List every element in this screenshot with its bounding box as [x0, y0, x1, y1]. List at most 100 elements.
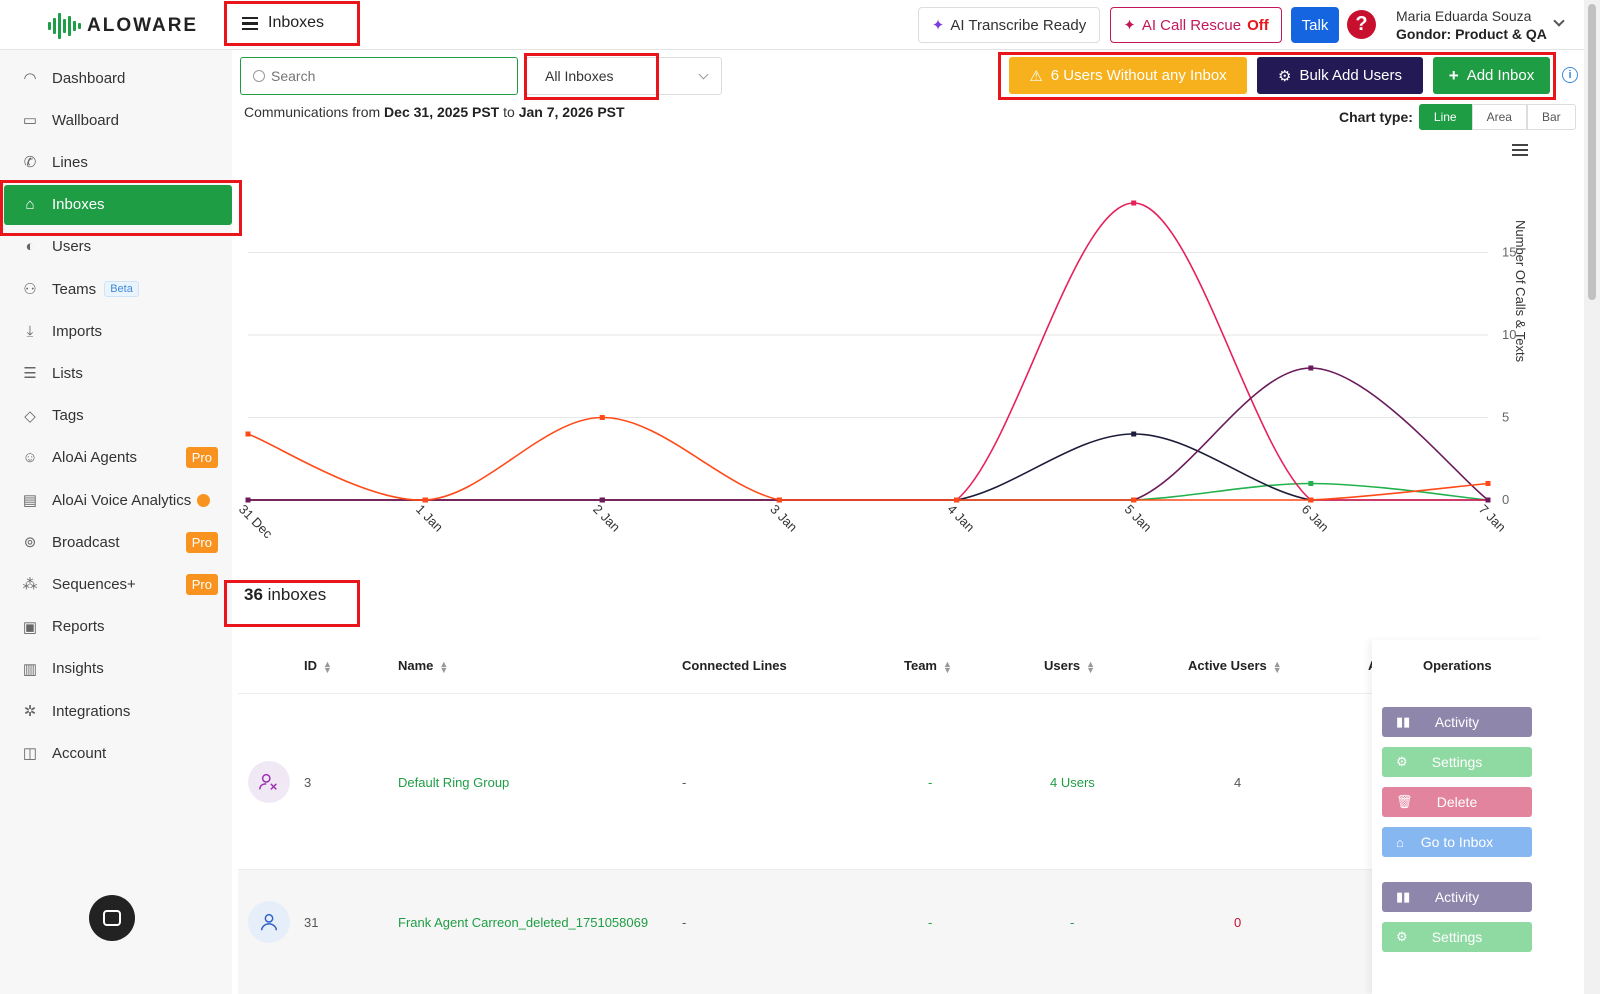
pro-badge: Pro: [185, 447, 218, 469]
activity-button[interactable]: ▮▮ Activity: [1382, 707, 1532, 737]
team-icon: ⚇: [23, 281, 37, 298]
ai-call-rescue-button[interactable]: ✦ AI Call Rescue Off: [1110, 7, 1282, 43]
chart-type-label: Chart type:: [1339, 109, 1413, 125]
gears-icon: ⚙: [1396, 929, 1408, 944]
communications-range: Communications from Dec 31, 2025 PST to …: [244, 104, 625, 120]
hamburger-icon: [242, 16, 258, 30]
talk-button[interactable]: Talk: [1291, 7, 1339, 43]
chat-bubble-button[interactable]: [89, 895, 135, 941]
data-point: [776, 497, 782, 503]
column-header-active-users[interactable]: Active Users ▲ ▼: [1188, 658, 1282, 675]
integrations-icon: ✲: [23, 703, 37, 720]
row-name-link[interactable]: Default Ring Group: [398, 775, 510, 790]
settings-label: Settings: [1431, 929, 1483, 945]
sidebar-item-lines[interactable]: ✆ Lines: [4, 142, 232, 182]
menu-toggle-button[interactable]: Inboxes: [242, 14, 324, 32]
inbox-filter-value: All Inboxes: [545, 68, 614, 84]
go-to-inbox-button[interactable]: ⌂ Go to Inbox: [1382, 827, 1532, 857]
chart-type-line-button[interactable]: Line: [1418, 104, 1472, 130]
row-connected-lines: -: [682, 915, 687, 930]
x-tick-label: 3 Jan: [767, 502, 800, 535]
series-line-wat-2212: [247, 416, 1489, 501]
sidebar-item-integrations[interactable]: ✲ Integrations: [4, 691, 232, 731]
info-icon[interactable]: i: [1562, 67, 1578, 83]
dashboard-icon: ◠: [23, 70, 37, 87]
delete-button[interactable]: 🗑 Delete: [1382, 787, 1532, 817]
sidebar-item-label: Users: [52, 238, 92, 256]
account-icon: ◫: [22, 745, 38, 763]
column-header-name[interactable]: Name ▲ ▼: [398, 658, 448, 674]
x-tick-label: 1 Jan: [413, 502, 446, 535]
column-header-id[interactable]: ID ▲ ▼: [304, 658, 332, 674]
data-point: [1308, 365, 1314, 371]
table-row-background: [238, 870, 1372, 994]
column-header-users[interactable]: Users ▲ ▼: [1044, 658, 1095, 674]
sidebar-item-label: Broadcast: [52, 533, 120, 551]
activity-button[interactable]: ▮▮ Activity: [1382, 882, 1532, 912]
search-input[interactable]: [271, 68, 491, 84]
sidebar-item-wallboard[interactable]: ▭ Wallboard: [4, 100, 232, 140]
sidebar-item-aloai-voice-analytics[interactable]: ▤ AloAi Voice Analytics: [4, 480, 232, 520]
sidebar-item-inboxes[interactable]: ⌂ Inboxes: [4, 184, 232, 225]
delete-label: Delete: [1436, 794, 1478, 810]
search-field[interactable]: [240, 57, 518, 95]
sidebar-item-teams[interactable]: ⚇ Teams Beta: [4, 269, 232, 309]
status-dot: [197, 493, 210, 507]
sidebar-item-broadcast[interactable]: ⊚ Broadcast Pro: [4, 522, 232, 562]
highlight-box: [224, 1, 360, 46]
sidebar-item-reports[interactable]: ▣ Reports: [4, 607, 232, 647]
ai-transcribe-label: AI Transcribe Ready: [950, 16, 1087, 34]
sort-icon: ▲ ▼: [1272, 658, 1282, 675]
comm-from-date: Dec 31, 2025 PST: [384, 104, 500, 120]
sidebar-item-aloai-agents[interactable]: ☺ AloAi Agents Pro: [4, 438, 232, 478]
row-id: 3: [304, 775, 312, 790]
add-inbox-button[interactable]: + Add Inbox: [1433, 57, 1550, 94]
list-icon: ☰: [23, 365, 37, 383]
tag-icon: ◇: [24, 407, 36, 425]
sidebar-item-label: Sequences+: [52, 575, 136, 593]
y-tick-label: 15: [1502, 245, 1516, 260]
scrollbar-thumb[interactable]: [1588, 4, 1596, 300]
ai-transcribe-button[interactable]: ✦ AI Transcribe Ready: [918, 7, 1100, 43]
row-name-link[interactable]: Frank Agent Carreon_deleted_1751058069: [398, 915, 649, 930]
column-header-team[interactable]: Team ▲ ▼: [904, 658, 952, 674]
aloware-logo[interactable]: ALOWARE: [48, 12, 198, 40]
help-icon[interactable]: ?: [1347, 10, 1376, 39]
robot-icon: ☺: [22, 449, 38, 467]
row-users-link[interactable]: 4 Users: [1050, 775, 1095, 790]
sidebar-item-lists[interactable]: ☰ Lists: [4, 353, 232, 393]
page-scrollbar[interactable]: [1584, 0, 1600, 994]
chat-icon: [103, 910, 121, 926]
users-without-inbox-button[interactable]: ⚠ 6 Users Without any Inbox: [1009, 57, 1247, 94]
bulk-add-users-button[interactable]: ⚙ Bulk Add Users: [1257, 57, 1423, 94]
chart-type-area-button[interactable]: Area: [1471, 104, 1527, 130]
sidebar-item-sequences[interactable]: ⁂ Sequences+ Pro: [4, 564, 232, 604]
ring-group-avatar-icon: [248, 761, 290, 803]
column-header-label: Team: [904, 658, 937, 673]
sidebar-item-label: Inboxes: [52, 196, 105, 214]
sidebar-item-users[interactable]: ◐ Users: [4, 227, 232, 267]
settings-button[interactable]: ⚙ Settings: [1382, 922, 1532, 952]
broadcast-icon: ⊚: [23, 534, 37, 552]
monitor-icon: ▭: [22, 112, 38, 130]
sidebar-item-label: Dashboard: [52, 69, 126, 87]
data-point: [599, 415, 605, 420]
user-menu[interactable]: Maria Eduarda Souza Gondor: Product & QA: [1396, 7, 1547, 43]
settings-button[interactable]: ⚙ Settings: [1382, 747, 1532, 777]
series-line-fallback-test: [247, 367, 1489, 501]
ai-call-rescue-state: Off: [1247, 16, 1269, 34]
sidebar-item-dashboard[interactable]: ◠ Dashboard: [4, 58, 232, 98]
sidebar-item-account[interactable]: ◫ Account: [4, 733, 232, 773]
sidebar-item-imports[interactable]: ⤓ Imports: [4, 311, 232, 351]
chevron-down-icon[interactable]: [1553, 15, 1565, 27]
bulk-add-users-label: Bulk Add Users: [1299, 67, 1402, 84]
data-point: [1485, 497, 1491, 503]
sidebar-item-tags[interactable]: ◇ Tags: [4, 396, 232, 436]
row-team: -: [928, 775, 933, 790]
data-point: [1308, 481, 1314, 486]
chart-type-bar-button[interactable]: Bar: [1526, 104, 1576, 130]
table-divider: [238, 693, 1542, 694]
chart-menu-icon[interactable]: [1512, 144, 1528, 156]
sidebar-item-label: Lines: [52, 153, 88, 171]
sidebar-item-insights[interactable]: ▥ Insights: [4, 649, 232, 689]
